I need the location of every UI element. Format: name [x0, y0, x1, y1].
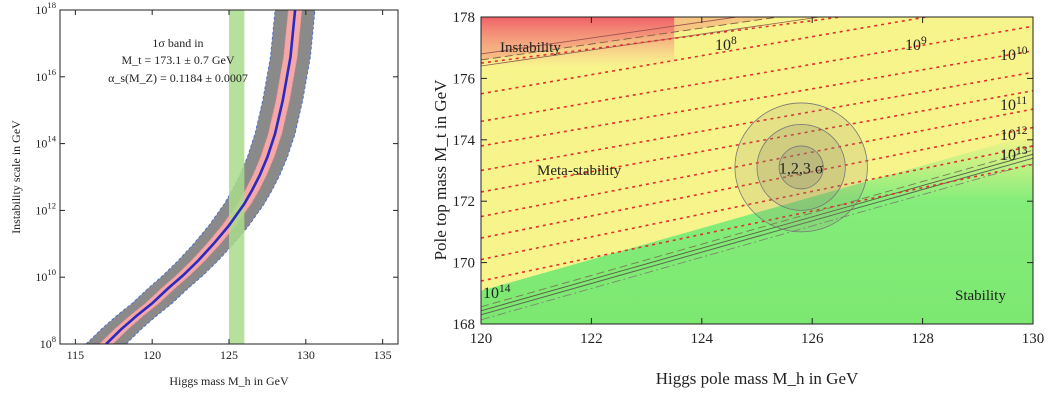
right-x-tick-label: 128 [911, 331, 934, 347]
contour-label: 1013 [1000, 145, 1028, 164]
contour-line [481, 17, 848, 64]
region-label-stability: Stability [955, 288, 1006, 304]
contour-label: 1011 [1000, 95, 1027, 114]
left-chart-instability-scale: 115 120 125 130 135 108 1010 1012 1014 1016 1018 1… [9, 0, 399, 388]
contour-label: 109 [905, 35, 927, 54]
contour-label: 1012 [1000, 125, 1028, 144]
contour-line [481, 49, 1033, 147]
right-y-axis-title: Pole top mass M_t in GeV [431, 79, 450, 261]
contour-line [481, 71, 1033, 172]
pink-edge-left [98, 10, 289, 344]
instability-boundary-line-0 [481, 17, 740, 55]
right-x-tick-label: 124 [691, 331, 714, 347]
band-edge-left [85, 10, 276, 344]
higgs-mass-band [229, 10, 245, 344]
stability-boundary-line-3 [481, 162, 1033, 321]
contour-line [481, 17, 931, 95]
right-x-tick-label: 130 [1022, 331, 1045, 347]
left-x-tick-label: 135 [374, 348, 392, 362]
contour-line [481, 163, 1033, 282]
sigma-ellipse-1 [778, 145, 824, 190]
right-y-tick-label: 170 [453, 256, 476, 272]
annotation-line-1: 1σ band in [152, 36, 203, 50]
annotation-line-3: α_s(M_Z) = 0.1184 ± 0.0007 [108, 71, 248, 85]
right-x-tick-label: 122 [580, 331, 603, 347]
left-x-tick-label: 120 [143, 348, 161, 362]
instability-boundary-line-2 [481, 17, 823, 67]
right-x-axis-title: Higgs pole mass M_h in GeV [656, 369, 859, 388]
right-x-tick-label: 120 [470, 331, 493, 347]
left-x-tick-label: 125 [220, 348, 238, 362]
sigma-ellipse-3 [734, 102, 868, 233]
left-x-tick-label: 130 [297, 348, 315, 362]
contour-line [481, 25, 1033, 123]
ellipse-label: 1,2,3 σ [779, 160, 824, 177]
right-y-tick-label: 176 [453, 71, 476, 87]
contour-line [481, 89, 1033, 193]
contour-label: 1010 [1000, 45, 1028, 64]
instability-boundary-line-1 [481, 17, 782, 61]
right-y-tick-label: 168 [453, 317, 476, 333]
right-y-tick-label: 172 [453, 194, 476, 210]
left-y-tick-label: 1014 [35, 134, 56, 151]
left-y-tick-label: 1016 [35, 67, 56, 84]
left-x-tick-label: 115 [67, 348, 85, 362]
stability-boundary-line-1 [481, 153, 1033, 312]
sigma-ellipse-2 [756, 124, 846, 211]
left-y-tick-label: 1018 [35, 0, 56, 17]
right-plot-frame [480, 16, 1034, 325]
annotation-line-2: M_t = 173.1 ± 0.7 GeV [121, 53, 234, 67]
band-pink [99, 10, 302, 344]
contour-label: 1014 [483, 283, 511, 302]
left-y-axis-title: Instability scale in GeV [9, 120, 23, 234]
left-y-tick-label: 108 [40, 334, 56, 351]
contour-line [481, 126, 1033, 239]
region-label-instability: Instability [500, 40, 561, 56]
region-label-meta-stability: Meta-stability [537, 163, 622, 179]
right-y-tick-label: 178 [453, 10, 476, 26]
central-curve [105, 10, 297, 344]
left-x-axis-title: Higgs mass M_h in GeV [169, 374, 289, 388]
contour-line [481, 145, 1033, 261]
right-x-tick-label: 126 [801, 331, 824, 347]
left-y-tick-label: 1012 [35, 200, 56, 217]
band-edge-right [125, 10, 316, 344]
right-y-tick-label: 174 [453, 133, 476, 149]
stability-region [481, 134, 1033, 324]
left-y-tick-label: 1010 [35, 267, 56, 284]
left-annotation: 1σ band in M_t = 173.1 ± 0.7 GeV α_s(M_Z… [108, 36, 248, 85]
contour-label: 108 [715, 35, 737, 54]
